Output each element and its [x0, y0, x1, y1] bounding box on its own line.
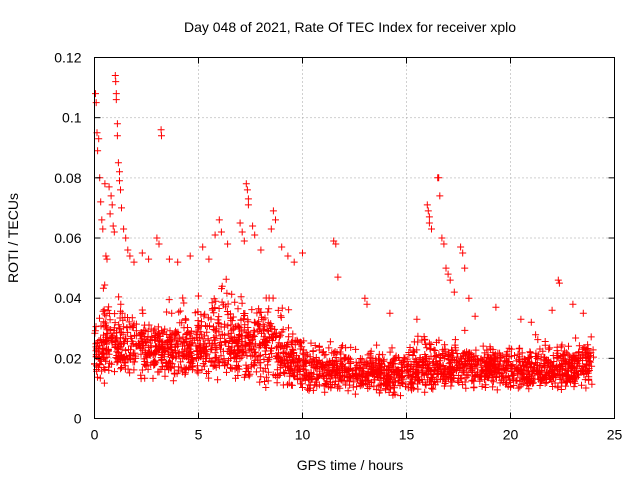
y-tick-label: 0.1: [62, 110, 82, 126]
axis-ticks: [94, 57, 615, 419]
x-tick-label: 0: [91, 427, 99, 443]
x-tick-label: 5: [195, 427, 203, 443]
x-tick-label: 10: [295, 427, 311, 443]
scatter-points: [91, 72, 597, 400]
x-tick-label: 15: [399, 427, 415, 443]
y-tick-label: 0: [74, 411, 82, 427]
data-points: [91, 72, 597, 400]
x-axis-label: GPS time / hours: [297, 457, 404, 473]
y-tick-label: 0.12: [54, 50, 81, 66]
x-tick-labels: 0 5 10 15 20 25: [91, 427, 623, 443]
y-tick-label: 0.06: [54, 230, 81, 246]
chart-title: Day 048 of 2021, Rate Of TEC Index for r…: [184, 19, 516, 35]
y-tick-label: 0.04: [54, 290, 81, 306]
y-tick-label: 0.08: [54, 170, 81, 186]
x-tick-label: 20: [503, 427, 519, 443]
y-tick-label: 0.02: [54, 350, 81, 366]
x-tick-label: 25: [607, 427, 623, 443]
grid-lines: [94, 57, 615, 419]
y-axis-label: ROTI / TECUs: [5, 193, 21, 283]
y-tick-labels: 0 0.02 0.04 0.06 0.08 0.1 0.12: [54, 50, 81, 427]
